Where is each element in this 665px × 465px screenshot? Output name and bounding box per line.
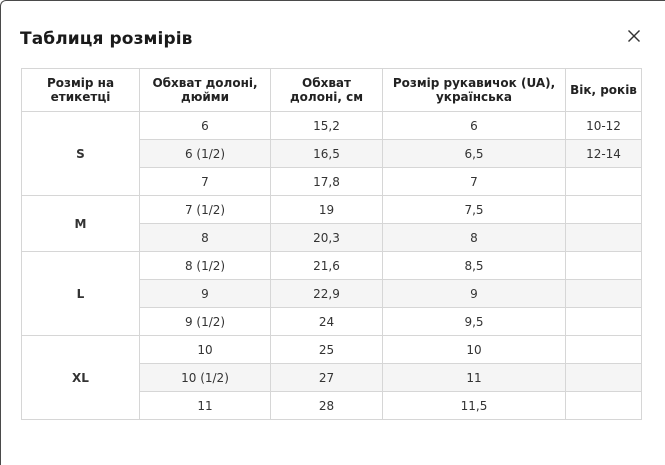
table-cell: 9 bbox=[382, 279, 566, 308]
table-row: S 6 15,2 6 10-12 bbox=[21, 111, 642, 196]
header-palm-inches: Обхват долоні, дюйми bbox=[139, 68, 271, 112]
table-cell: 24 bbox=[270, 307, 383, 336]
table-cell: 9,5 bbox=[382, 307, 566, 336]
table-cell bbox=[565, 307, 642, 336]
size-table: Розмір на етикетці Обхват долоні, дюйми … bbox=[21, 68, 642, 420]
table-cell: 20,3 bbox=[270, 223, 383, 252]
header-palm-cm: Обхват долоні, см bbox=[270, 68, 383, 112]
size-label-cell: XL bbox=[21, 335, 140, 420]
table-cell: 8 bbox=[139, 223, 271, 252]
table-cell: 7 bbox=[139, 167, 271, 196]
table-cell: 6 bbox=[382, 111, 566, 140]
table-cell bbox=[565, 391, 642, 420]
table-cell: 8,5 bbox=[382, 251, 566, 280]
header-glove-size-ua: Розмір рукавичок (UA), українська bbox=[382, 68, 566, 112]
table-row: 11 28 11,5 bbox=[22, 391, 642, 420]
table-cell: 6 (1/2) bbox=[139, 139, 271, 168]
table-cell: 7 bbox=[382, 167, 566, 196]
table-cell: 9 (1/2) bbox=[139, 307, 271, 336]
table-cell: 22,9 bbox=[270, 279, 383, 308]
table-cell: 25 bbox=[270, 335, 383, 364]
table-cell: 27 bbox=[270, 363, 383, 392]
header-label-size: Розмір на етикетці bbox=[21, 68, 140, 112]
table-cell: 7 (1/2) bbox=[139, 195, 271, 224]
table-cell: 6 bbox=[139, 111, 271, 140]
table-cell bbox=[565, 251, 642, 280]
table-cell bbox=[565, 195, 642, 224]
table-cell bbox=[565, 335, 642, 364]
table-row: 9 22,9 9 bbox=[22, 279, 642, 308]
table-cell: 10-12 bbox=[565, 111, 642, 140]
table-cell: 28 bbox=[270, 391, 383, 420]
header-age: Вік, років bbox=[565, 68, 642, 112]
table-cell: 16,5 bbox=[270, 139, 383, 168]
table-cell: 11 bbox=[139, 391, 271, 420]
table-header-row: Розмір на етикетці Обхват долоні, дюйми … bbox=[21, 68, 642, 112]
table-cell: 12-14 bbox=[565, 139, 642, 168]
table-cell bbox=[565, 363, 642, 392]
table-cell: 9 bbox=[139, 279, 271, 308]
table-row: 8 20,3 8 bbox=[22, 223, 642, 252]
table-cell: 19 bbox=[270, 195, 383, 224]
size-label-cell: M bbox=[21, 195, 140, 252]
table-cell: 10 bbox=[139, 335, 271, 364]
dialog-title: Таблиця розмірів bbox=[20, 29, 193, 49]
table-cell: 8 bbox=[382, 223, 566, 252]
size-label-cell: L bbox=[21, 251, 140, 336]
table-cell: 15,2 bbox=[270, 111, 383, 140]
table-row: XL 10 25 10 bbox=[21, 335, 642, 420]
table-cell: 11,5 bbox=[382, 391, 566, 420]
table-cell bbox=[565, 223, 642, 252]
close-icon[interactable] bbox=[625, 27, 643, 45]
table-cell bbox=[565, 167, 642, 196]
table-cell: 6,5 bbox=[382, 139, 566, 168]
table-row: 6 (1/2) 16,5 6,5 12-14 bbox=[22, 139, 642, 168]
table-cell: 21,6 bbox=[270, 251, 383, 280]
table-cell: 11 bbox=[382, 363, 566, 392]
size-label-cell: S bbox=[21, 111, 140, 196]
table-cell: 10 (1/2) bbox=[139, 363, 271, 392]
table-row: 10 (1/2) 27 11 bbox=[22, 363, 642, 392]
table-cell: 7,5 bbox=[382, 195, 566, 224]
table-cell: 17,8 bbox=[270, 167, 383, 196]
table-cell: 10 bbox=[382, 335, 566, 364]
table-cell bbox=[565, 279, 642, 308]
table-cell: 8 (1/2) bbox=[139, 251, 271, 280]
